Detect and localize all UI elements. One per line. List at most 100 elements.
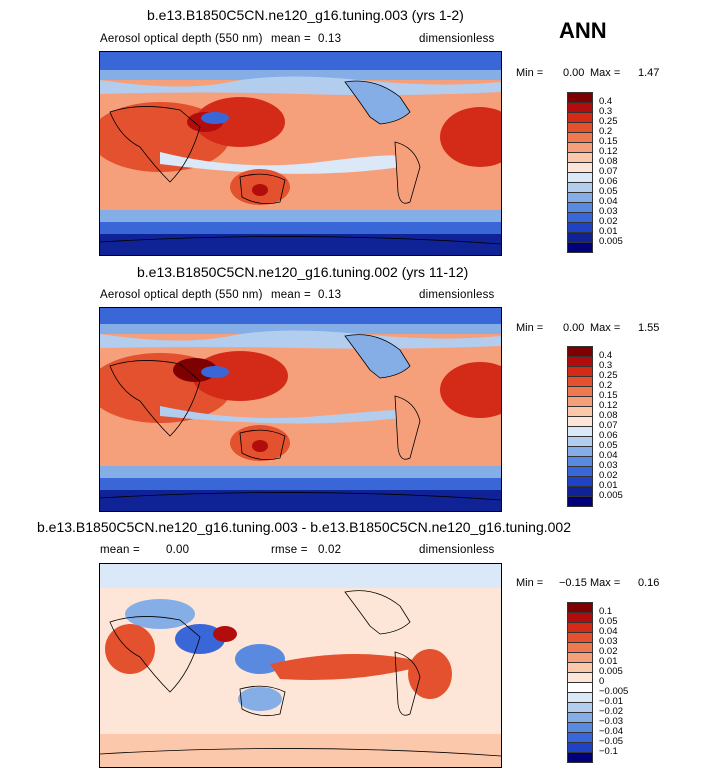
panel1-colorbar-swatch [567,152,593,163]
panel3-rmse-value: 0.02 [318,544,342,556]
panel3-colorbar-swatch [567,602,593,613]
panel3-colorbar-label: −0.05 [599,736,624,747]
panel2-colorbar-label: 0.01 [599,480,618,491]
panel1-max-label: Max = [590,67,621,79]
panel3-australia-outline [239,685,286,717]
panel3-colorbar-label: −0.005 [599,686,629,697]
panel3-colorbar-swatch [567,722,593,733]
panel2-max-label: Max = [590,322,621,334]
panel2-southern-ocean-1 [100,466,501,478]
panel3-colorbar-label: −0.02 [599,706,624,717]
panel3-colorbar-swatch [567,662,593,673]
panel1-arctic-band [100,52,501,70]
panel3-india-high [213,626,237,642]
panel1-mean-label: mean = [271,33,311,45]
panel2-colorbar-swatch [567,476,593,487]
panel3-colorbar-swatch [567,642,593,653]
panel1-colorbar-label: 0.06 [599,176,618,187]
panel1-var-label: Aerosol optical depth (550 nm) [100,33,263,45]
panel2-colorbar-swatch [567,366,593,377]
panel1-colorbar-label: 0.15 [599,136,618,147]
panel3-colorbar-label: 0.1 [599,606,613,617]
panel3-min-label: Min = [516,577,544,589]
panel2-mean-value: 0.13 [318,289,342,301]
panel3-colorbar-label: −0.04 [599,726,624,737]
panel3-colorbar-swatch [567,752,593,763]
panel1-colorbar-label: 0.05 [599,186,618,197]
panel3-map-svg [100,564,501,767]
panel3-colorbar-swatch [567,612,593,623]
panel1-colorbar-label: 0.005 [599,236,623,247]
panel2-tibet-low [201,366,229,378]
panel1-southern-ocean-1 [100,210,501,222]
panel2-mean-label: mean = [271,289,311,301]
panel2-subarctic-band [100,324,501,334]
panel1-tropical-band [160,152,400,174]
panel1-asia-high [195,97,285,147]
panel3-map [99,563,502,768]
panel2-colorbar-label: 0.03 [599,460,618,471]
panel1-subarctic-band [100,70,501,80]
panel2-units: dimensionless [419,289,495,301]
panel1-colorbar-swatch [567,242,593,253]
panel1-colorbar-swatch [567,172,593,183]
panel3-colorbar-label: 0.05 [599,616,618,627]
panel1-colorbar-swatch [567,102,593,113]
panel3-units: dimensionless [419,544,495,556]
panel2-australia-outline [239,429,286,461]
panel2-africa-east-high [440,362,501,418]
panel2-colorbar-label: 0.05 [599,440,618,451]
panel1-colorbar-swatch [567,132,593,143]
panel3-colorbar-label: −0.1 [599,746,618,757]
panel3-colorbar-swatch [567,672,593,683]
panel1-colorbar-swatch [567,92,593,103]
panel3-colorbar-swatch [567,652,593,663]
panel2-colorbar-label: 0.12 [599,400,618,411]
panel2-colorbar-swatch [567,426,593,437]
panel2-colorbar-label: 0.2 [599,380,613,391]
panel3-colorbar-swatch [567,692,593,703]
panel2-colorbar-label: 0.08 [599,410,618,421]
panel2-map-svg [100,308,501,511]
panel1-colorbar-label: 0.3 [599,106,613,117]
panel2-colorbar-swatch [567,486,593,497]
panel3-samerica-high [408,649,452,699]
panel2-antarctica-outline [100,492,501,501]
panel2-colorbar: 0.4 0.3 0.25 0.2 0.15 0.12 0.08 0.07 0.06 0.05 0.0… [567,346,647,507]
panel3-colorbar-label: 0.005 [599,666,623,677]
panel1-colorbar-swatch [567,142,593,153]
panel2-australia-peak [252,440,268,452]
panel1-colorbar-label: 0.03 [599,206,618,217]
panel1-antarctica-outline [100,236,501,245]
panel3-max-value: 0.16 [638,577,660,589]
panel2-var-label: Aerosol optical depth (550 nm) [100,289,263,301]
panel1-colorbar-label: 0.01 [599,226,618,237]
panel2-south-america-outline [394,395,421,460]
panel2-colorbar-swatch [567,406,593,417]
panel1-colorbar-swatch [567,122,593,133]
panel3-colorbar-label: 0.03 [599,636,618,647]
panel2-colorbar-swatch [567,466,593,477]
panel3-rmse-label: rmse = [271,544,308,556]
panel1-units: dimensionless [419,33,495,45]
panel3-colorbar-swatch [567,632,593,643]
panel2-tropical-band [160,406,400,424]
panel2-antarctic-band [100,490,501,511]
panel2-min-label: Min = [516,322,544,334]
panel3-southern-band [100,734,501,767]
panel2-colorbar-swatch [567,386,593,397]
panel1-north-pacific-field [100,76,501,96]
panel1-africa-eurasia-outline [109,106,201,183]
panel2-north-america-outline [344,334,411,379]
panel3-arctic-band [100,564,501,588]
panel2-asia-high [192,351,288,401]
panel1-mean-value: 0.13 [318,33,342,45]
panel1-southern-ocean-2 [100,222,501,234]
panel2-colorbar-label: 0.15 [599,390,618,401]
panel1-title: b.e13.B1850C5CN.ne120_g16.tuning.003 (yr… [147,7,464,23]
panel3-colorbar-swatch [567,712,593,723]
panel3-north-america-outline [344,590,411,635]
panel2-colorbar-swatch [567,416,593,427]
panel2-colorbar-swatch [567,346,593,357]
panel1-africa-east-high [440,107,501,167]
